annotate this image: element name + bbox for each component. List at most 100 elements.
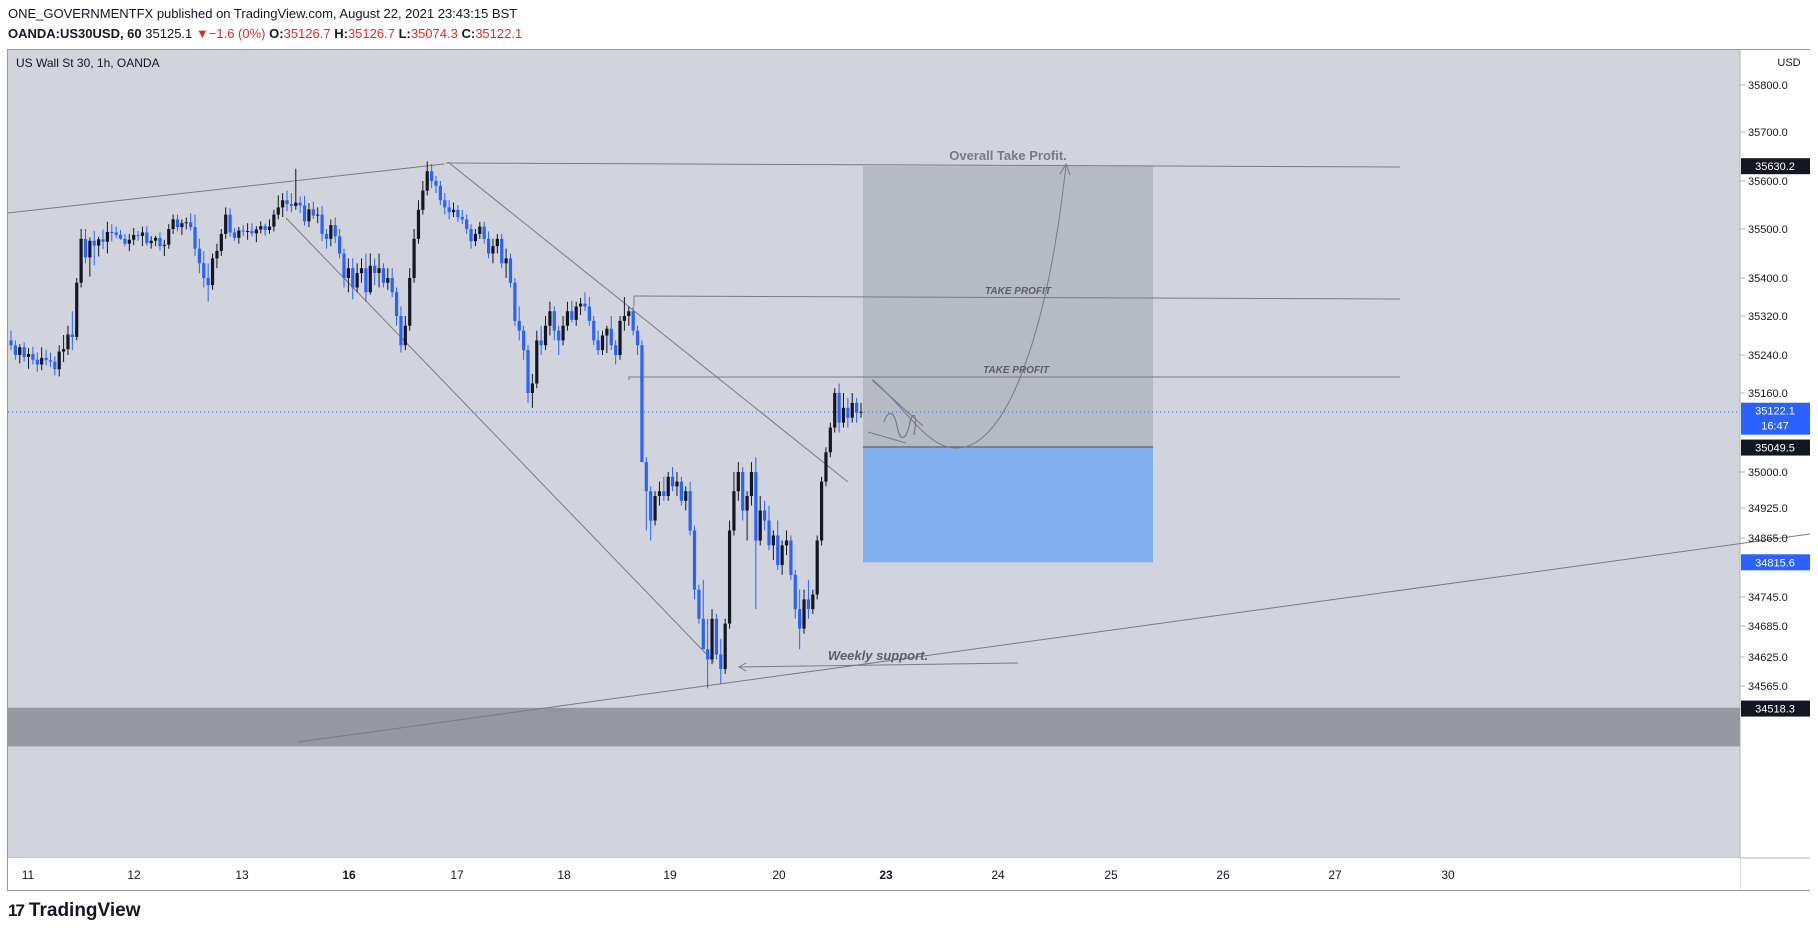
candle-body bbox=[215, 251, 219, 259]
candle-body bbox=[495, 238, 499, 247]
candle-body bbox=[364, 268, 368, 293]
candle-body bbox=[294, 202, 298, 206]
candle-body bbox=[346, 268, 350, 278]
candle-body bbox=[811, 594, 815, 610]
candle-body bbox=[635, 330, 640, 346]
price-badge bbox=[1741, 402, 1810, 435]
x-tick-label: 16 bbox=[342, 868, 356, 882]
candle-body bbox=[771, 535, 775, 546]
candle-body bbox=[784, 540, 789, 546]
candle-body bbox=[592, 320, 596, 341]
candle-body bbox=[83, 238, 88, 258]
candle-body bbox=[175, 219, 180, 228]
time-scale[interactable] bbox=[8, 858, 1740, 890]
candle-body bbox=[605, 328, 609, 336]
candle-body bbox=[232, 232, 237, 238]
ohlc-line: OANDA:US30USD, 60 35125.1 ▼−1.6 (0%) O:3… bbox=[8, 26, 522, 41]
x-tick-label: 18 bbox=[557, 868, 571, 882]
candle-body bbox=[504, 258, 508, 264]
price-change: −1.6 (0%) bbox=[208, 26, 266, 41]
candle-body bbox=[719, 654, 723, 670]
candle-body bbox=[587, 306, 591, 321]
candle-body bbox=[430, 171, 434, 181]
price-chart[interactable]: US Wall St 30, 1h, OANDA USD Overall Tak… bbox=[8, 50, 1810, 890]
low-label: L: bbox=[398, 26, 411, 41]
last-price: 35125.1 bbox=[145, 26, 193, 41]
candle-body bbox=[132, 234, 136, 240]
candle-body bbox=[381, 268, 386, 283]
candle-body bbox=[754, 472, 758, 541]
profit-zone bbox=[863, 166, 1153, 448]
candle-body bbox=[254, 229, 258, 234]
candle-body bbox=[618, 320, 622, 355]
candle-body bbox=[276, 207, 280, 215]
take-profit-line-1 bbox=[628, 376, 1400, 380]
candle-body bbox=[640, 345, 644, 463]
x-tick-label: 20 bbox=[772, 868, 786, 882]
price-badge-label: 35630.2 bbox=[1755, 161, 1795, 173]
y-tick-label: 35500.0 bbox=[1748, 224, 1788, 236]
y-tick-label: 35800.0 bbox=[1748, 80, 1788, 92]
candle-body bbox=[145, 232, 149, 244]
candle-body bbox=[390, 278, 394, 293]
take-profit-label-1: TAKE PROFIT bbox=[983, 365, 1050, 376]
candle-body bbox=[780, 545, 784, 566]
candle-body bbox=[736, 472, 740, 492]
candle-body bbox=[394, 292, 399, 316]
candle-body bbox=[40, 357, 44, 365]
candle-body bbox=[539, 340, 543, 346]
open-label: O: bbox=[269, 26, 284, 41]
stop-loss-zone bbox=[863, 447, 1153, 563]
y-tick-label: 34685.0 bbox=[1748, 621, 1788, 633]
candle-body bbox=[793, 574, 797, 610]
candle-body bbox=[600, 335, 605, 351]
support-arrowhead-icon bbox=[737, 662, 747, 672]
candle-body bbox=[355, 273, 359, 288]
candle-body bbox=[850, 402, 854, 418]
candle-body bbox=[469, 229, 473, 242]
candle-body bbox=[237, 230, 241, 238]
candle-body bbox=[798, 609, 802, 629]
candle-body bbox=[697, 589, 701, 619]
published-text: published on TradingView.com, August 22,… bbox=[156, 6, 518, 21]
y-tick-label: 35700.0 bbox=[1748, 127, 1788, 139]
candle-body bbox=[688, 491, 692, 531]
candle-body bbox=[574, 306, 578, 320]
candle-body bbox=[552, 311, 556, 331]
candle-body bbox=[727, 530, 732, 624]
candle-body bbox=[583, 303, 587, 307]
candle-body bbox=[189, 222, 193, 228]
candle-body bbox=[684, 491, 688, 501]
candle-body bbox=[692, 530, 697, 590]
candle-body bbox=[386, 278, 390, 283]
candle-body bbox=[491, 246, 495, 254]
candle-body bbox=[324, 233, 329, 239]
candle-body bbox=[311, 209, 315, 216]
candle-body bbox=[167, 229, 171, 245]
candle-body bbox=[631, 311, 635, 331]
low-value: 35074.3 bbox=[410, 26, 458, 41]
channel-upper-line bbox=[447, 161, 849, 483]
y-tick-label: 35320.0 bbox=[1748, 311, 1788, 323]
candle-body bbox=[561, 325, 565, 341]
y-tick-label: 35600.0 bbox=[1748, 176, 1788, 188]
candle-body bbox=[706, 649, 710, 660]
candle-body bbox=[745, 496, 749, 511]
candle-body bbox=[210, 258, 215, 286]
candle-body bbox=[543, 325, 548, 346]
candle-body bbox=[136, 234, 140, 236]
candle-body bbox=[622, 316, 627, 321]
weekly-support-zone bbox=[8, 707, 1740, 747]
tradingview-brand[interactable]: 17 TradingView bbox=[8, 900, 141, 922]
candle-body bbox=[368, 265, 372, 293]
candle-body bbox=[741, 472, 745, 511]
candle-body bbox=[101, 239, 105, 242]
price-scale[interactable] bbox=[1740, 50, 1810, 890]
x-tick-label: 17 bbox=[450, 868, 464, 882]
candle-body bbox=[653, 496, 657, 521]
candle-body bbox=[92, 240, 96, 246]
candle-body bbox=[443, 200, 447, 208]
candle-body bbox=[158, 237, 162, 247]
candle-body bbox=[57, 351, 61, 370]
author-name[interactable]: ONE_GOVERNMENTFX bbox=[8, 6, 154, 21]
